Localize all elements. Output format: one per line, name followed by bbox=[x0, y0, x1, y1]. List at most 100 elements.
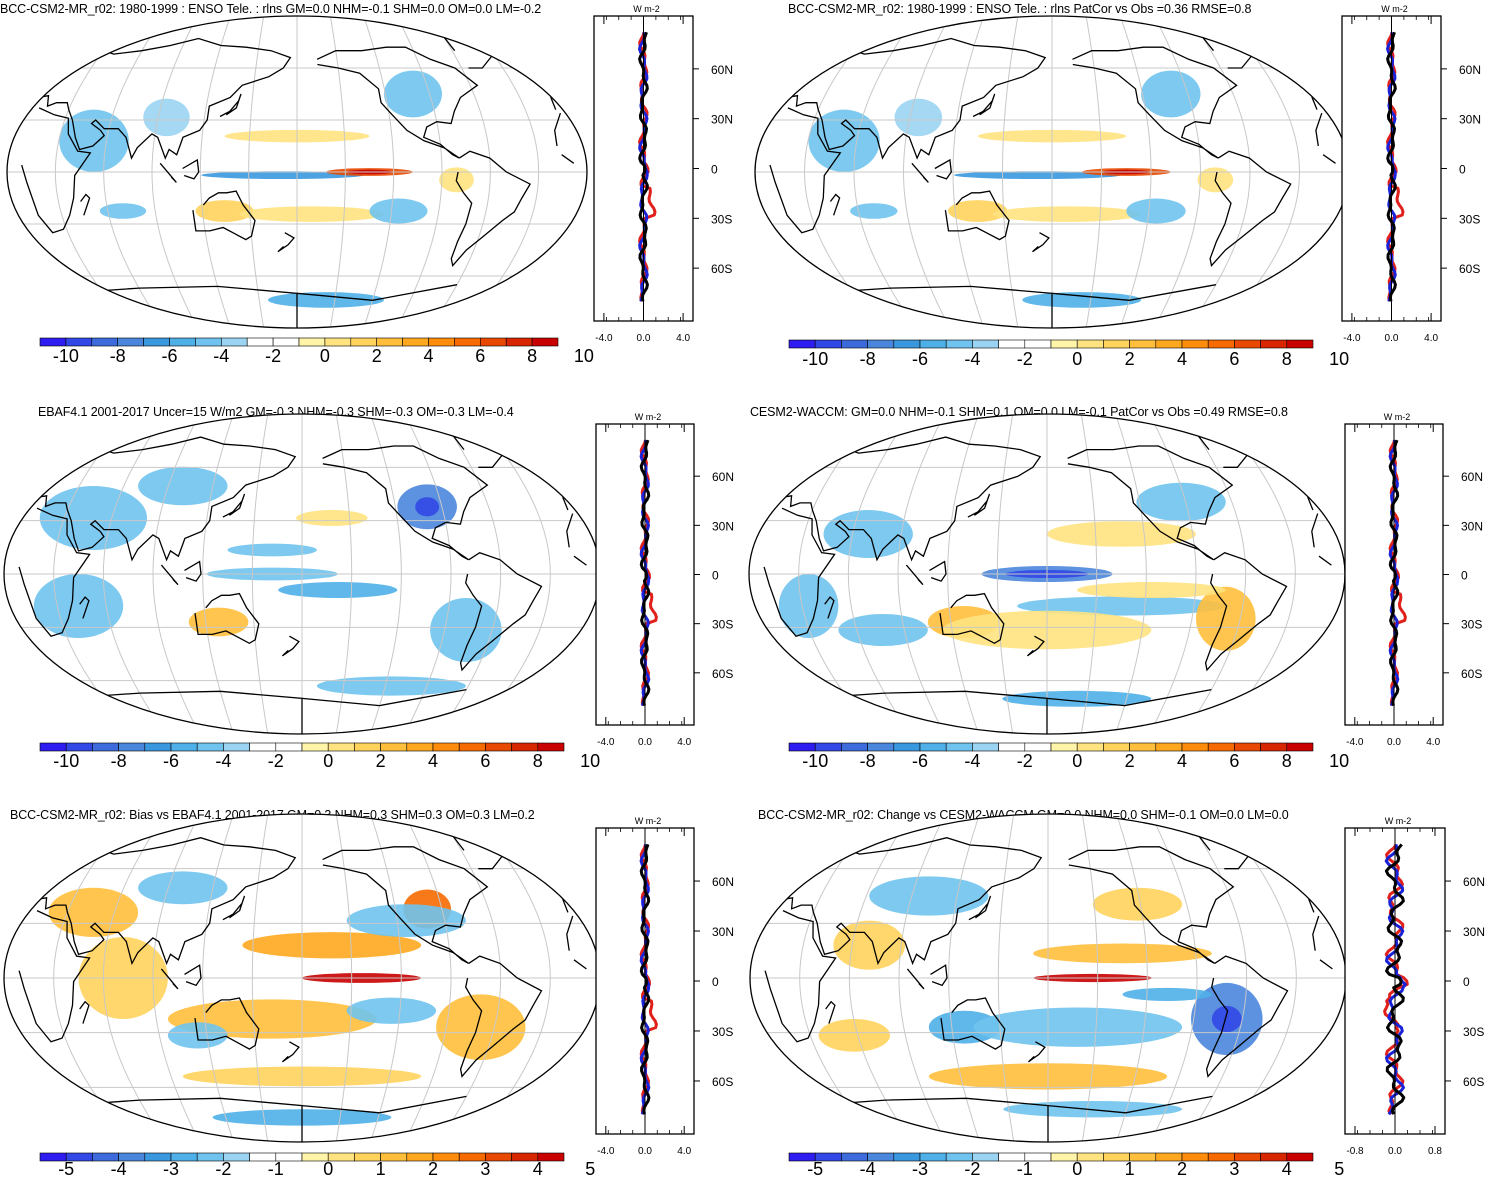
coastline bbox=[1032, 232, 1050, 253]
coastline bbox=[764, 910, 837, 1043]
profile-x-tick-label: 4.0 bbox=[1424, 333, 1438, 344]
coastline bbox=[459, 551, 543, 672]
colorbar-swatch bbox=[275, 742, 303, 752]
colorbar-swatch bbox=[788, 742, 816, 752]
coastline bbox=[1319, 959, 1333, 970]
anomaly-patch bbox=[99, 203, 147, 219]
anomaly-patch bbox=[1017, 596, 1226, 616]
coastline bbox=[34, 837, 297, 966]
colorbar-swatch bbox=[144, 742, 172, 752]
profile-unit-label: W m-2 bbox=[635, 412, 662, 422]
map-chart: -10 -8 -6 -4 -2 0 2 4 6 8 10 -4.0 0.0 4.0 60N 30N 0 30S 60… bbox=[748, 412, 1483, 771]
profile-x-tick-label: 0.0 bbox=[1388, 1146, 1402, 1157]
coastline bbox=[18, 910, 91, 1043]
coastline bbox=[1046, 688, 1212, 707]
coastline bbox=[80, 193, 91, 216]
coastline bbox=[1047, 1095, 1213, 1114]
coastline bbox=[824, 596, 835, 619]
colorbar-tick-label: -4 bbox=[860, 1159, 876, 1179]
colorbar-tick-label: -2 bbox=[1017, 751, 1033, 771]
anomaly-patch bbox=[227, 543, 317, 557]
coastline bbox=[934, 158, 952, 180]
colorbar-swatch bbox=[432, 742, 460, 752]
colorbar-tick-label: 4 bbox=[533, 1159, 543, 1179]
coastline bbox=[301, 1095, 467, 1114]
profile-lat-tick-label: 60N bbox=[712, 875, 734, 889]
coastline bbox=[554, 112, 562, 147]
colorbar-swatch bbox=[65, 742, 93, 752]
coastline bbox=[1295, 469, 1303, 477]
longitude-gridline bbox=[1114, 414, 1147, 734]
coastline bbox=[194, 997, 260, 1050]
coastline bbox=[194, 592, 260, 645]
colorbar-swatch bbox=[298, 337, 326, 347]
colorbar-swatch bbox=[196, 742, 224, 752]
coastline bbox=[972, 93, 996, 118]
colorbar-tick-label: -5 bbox=[807, 1159, 823, 1179]
map-field bbox=[750, 814, 1346, 1142]
coastline bbox=[79, 1000, 90, 1024]
colorbar-swatch bbox=[1024, 339, 1052, 349]
profile-unit-label: W m-2 bbox=[633, 4, 660, 14]
longitude-gridline bbox=[1153, 16, 1202, 328]
coastline bbox=[182, 158, 200, 180]
panel-title: BCC-CSM2-MR_r02: 1980-1999 : ENSO Tele. … bbox=[788, 2, 1252, 16]
coastline bbox=[62, 690, 303, 734]
profile-x-tick-label: -4.0 bbox=[1346, 737, 1364, 748]
colorbar-tick-label: 0 bbox=[1072, 751, 1082, 771]
longitude-gridline bbox=[463, 16, 540, 328]
colorbar-swatch bbox=[39, 742, 67, 752]
longitude-gridline bbox=[369, 814, 402, 1142]
profile-lat-tick-label: 30S bbox=[1459, 212, 1480, 226]
anomaly-patch bbox=[1126, 198, 1186, 224]
coastline bbox=[566, 915, 574, 951]
coastline bbox=[184, 560, 202, 582]
colorbar-tick-label: -8 bbox=[110, 346, 126, 366]
coastline bbox=[64, 285, 298, 328]
longitude-gridline bbox=[438, 414, 502, 734]
coastline bbox=[1068, 846, 1235, 964]
anomaly-patch bbox=[138, 466, 228, 506]
coastline bbox=[566, 513, 574, 548]
colorbar-swatch bbox=[998, 339, 1026, 349]
anomaly-patch bbox=[894, 98, 943, 137]
longitude-gridline bbox=[1222, 16, 1301, 328]
coastline bbox=[911, 162, 929, 183]
longitude-gridline bbox=[363, 16, 395, 328]
anomaly-patch bbox=[239, 206, 384, 222]
colorbar-tick-label: -8 bbox=[860, 751, 876, 771]
profile-lat-tick-label: 0 bbox=[712, 975, 719, 989]
colorbar-swatch bbox=[1181, 742, 1209, 752]
colorbar-swatch bbox=[91, 337, 119, 347]
colorbar-swatch bbox=[919, 339, 947, 349]
anomaly-patch bbox=[39, 486, 148, 550]
longitude-gridline bbox=[1149, 414, 1197, 734]
map-field bbox=[7, 16, 587, 328]
colorbar-swatch bbox=[945, 339, 973, 349]
coastline bbox=[296, 284, 458, 301]
coastline bbox=[940, 997, 1006, 1050]
coastline bbox=[779, 436, 1042, 562]
profile-lat-tick-label: 30N bbox=[1461, 519, 1483, 533]
colorbar-tick-label: 10 bbox=[1329, 751, 1349, 771]
profile-lat-tick-label: 60S bbox=[712, 1075, 733, 1089]
anomaly-patch bbox=[138, 871, 228, 905]
longitude-gridline bbox=[53, 414, 132, 734]
colorbar-swatch bbox=[972, 742, 999, 752]
anomaly-patch bbox=[59, 109, 129, 172]
coastline bbox=[222, 493, 246, 518]
colorbar-tick-label: -10 bbox=[53, 346, 79, 366]
colorbar-swatch bbox=[479, 337, 507, 347]
colorbar-swatch bbox=[65, 337, 93, 347]
colorbar-tick-label: 0 bbox=[1072, 349, 1082, 369]
colorbar-tick-label: -2 bbox=[215, 1159, 231, 1179]
coastline bbox=[1296, 871, 1304, 879]
anomaly-patch bbox=[296, 510, 368, 526]
colorbar-swatch bbox=[380, 742, 408, 752]
colorbar-swatch bbox=[301, 742, 329, 752]
panel-2: BCC-CSM2-MR_r02: 1980-1999 : ENSO Tele. … bbox=[745, 0, 1490, 393]
longitude-gridline bbox=[102, 814, 166, 1142]
coastline bbox=[538, 70, 546, 77]
colorbar-tick-label: -1 bbox=[1017, 1159, 1033, 1179]
longitude-gridline bbox=[997, 814, 1015, 1142]
